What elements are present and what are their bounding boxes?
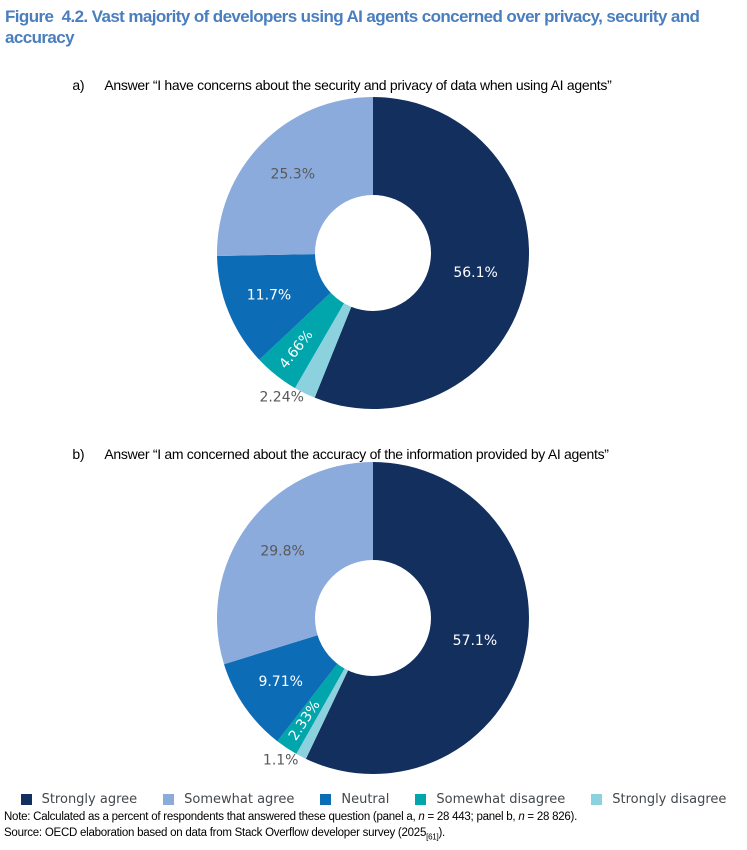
slice-label-somewhat-agree: 29.8% (260, 543, 304, 559)
slice-label-strongly-agree: 57.1% (453, 633, 497, 649)
legend-item-strongly-agree: Strongly agree (20, 792, 138, 807)
legend-label: Strongly agree (41, 792, 138, 807)
panel-b-label: b) Answer “I am concerned about the accur… (58, 430, 718, 478)
panel-a-marker: a) (72, 77, 85, 93)
panel-a-label: a) Answer “I have concerns about the secu… (58, 61, 718, 109)
slice-label-strongly-disagree: 2.24% (259, 390, 303, 406)
note-text: Note: Calculated as a percent of respond… (4, 811, 578, 823)
donut-hole (315, 560, 431, 676)
figure-title-line2: accuracy (5, 28, 75, 47)
figure-title-line1: Figure 4.2. Vast majority of developers … (5, 7, 700, 26)
slice-label-strongly-disagree: 1.1% (263, 752, 299, 768)
figure-title: Figure 4.2. Vast majority of developers … (5, 6, 745, 48)
donut-hole (315, 195, 431, 311)
donut-chart-b: 57.1%1.1%2.33%9.71%29.8% (217, 462, 529, 774)
slice-label-strongly-agree: 56.1% (453, 265, 497, 281)
legend-label: Somewhat agree (184, 792, 295, 807)
slice-label-neutral: 11.7% (247, 287, 291, 303)
legend-item-strongly-disagree: Strongly disagree (591, 792, 726, 807)
source-text: Source: OECD elaboration based on data f… (4, 827, 445, 842)
legend-swatch-neutral (320, 794, 332, 805)
slice-label-neutral: 9.71% (258, 674, 302, 690)
panel-b-question: Answer “I am concerned about the accurac… (104, 446, 609, 462)
legend-item-somewhat-agree: Somewhat agree (163, 792, 294, 807)
legend-item-somewhat-disagree: Somewhat disagree (415, 792, 565, 807)
legend-label: Somewhat disagree (436, 792, 566, 807)
legend-label: Neutral (341, 792, 390, 807)
donut-chart-a: 56.1%2.24%4.66%11.7%25.3% (217, 97, 530, 409)
slice-label-somewhat-agree: 25.3% (271, 166, 315, 182)
legend-swatch-strongly-agree (20, 794, 32, 805)
legend-swatch-somewhat-agree (163, 794, 175, 805)
chart-legend: Strongly agree Somewhat agree Neutral Somew… (0, 792, 747, 807)
legend-label: Strongly disagree (612, 792, 727, 807)
panel-b-marker: b) (72, 446, 85, 462)
legend-item-neutral: Neutral (320, 792, 389, 807)
legend-swatch-strongly-disagree (591, 794, 603, 805)
panel-a-question: Answer “I have concerns about the securi… (104, 77, 612, 93)
legend-swatch-somewhat-disagree (415, 794, 427, 805)
